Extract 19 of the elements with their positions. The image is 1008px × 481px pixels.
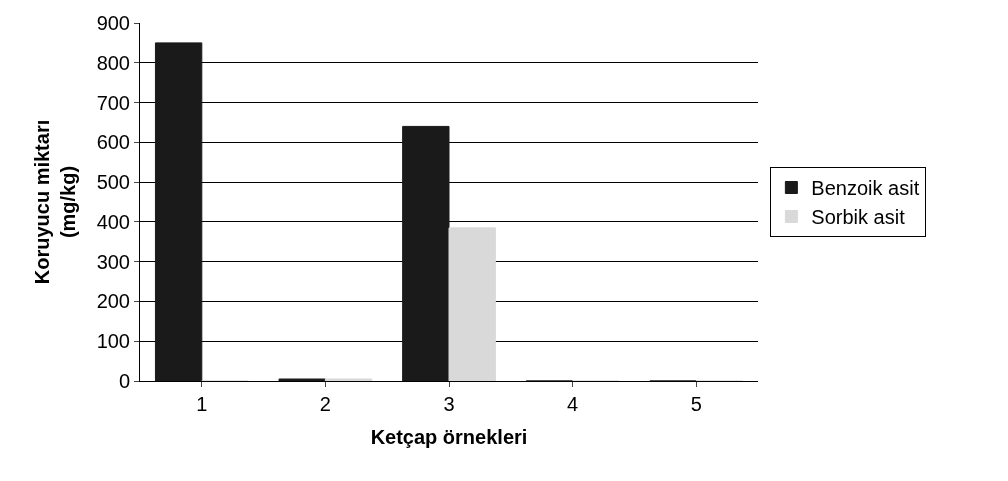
- x-tick-label: 1: [196, 393, 208, 415]
- legend-label: Benzoik asit: [811, 177, 920, 200]
- x-tick-label: 4: [567, 393, 579, 415]
- x-tick-label: 5: [690, 393, 702, 415]
- y-tick-label: 300: [96, 250, 130, 273]
- y-tick-label: 0: [118, 370, 130, 392]
- y-tick-label: 900: [96, 12, 130, 34]
- y-tick-label: 200: [96, 290, 130, 313]
- y-tick-label: 600: [96, 131, 130, 154]
- x-tick-label: 2: [319, 393, 331, 415]
- y-tick-label: 400: [96, 210, 130, 233]
- x-tick-label: 3: [443, 393, 455, 415]
- legend-label: Sorbik asit: [811, 206, 906, 229]
- y-axis-title: Koruyucu miktarı (mg/kg): [31, 119, 80, 285]
- y-tick-label: 700: [96, 91, 130, 114]
- y-tick-label: 500: [96, 171, 130, 194]
- x-axis-title: Ketçap örnekleri: [370, 425, 528, 448]
- y-tick-label: 100: [96, 330, 130, 353]
- y-tick-label: 800: [96, 51, 130, 74]
